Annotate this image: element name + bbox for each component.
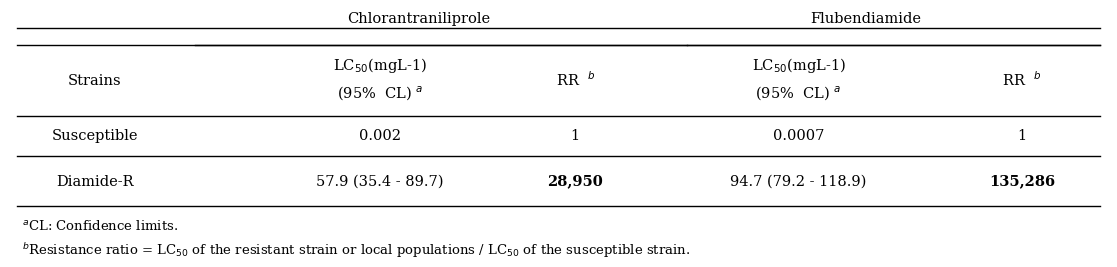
Text: LC$_{50}$(mgL-1): LC$_{50}$(mgL-1) [752, 56, 846, 75]
Text: $^{a}$CL: Confidence limits.: $^{a}$CL: Confidence limits. [22, 219, 179, 233]
Text: Diamide-R: Diamide-R [56, 175, 134, 189]
Text: RR  $^b$: RR $^b$ [1002, 71, 1042, 89]
Text: (95%  CL) $^a$: (95% CL) $^a$ [336, 84, 423, 103]
Text: 0.002: 0.002 [359, 129, 401, 143]
Text: 0.0007: 0.0007 [773, 129, 824, 143]
Text: LC$_{50}$(mgL-1): LC$_{50}$(mgL-1) [333, 56, 427, 75]
Text: 28,950: 28,950 [547, 175, 603, 189]
Text: 1: 1 [571, 129, 580, 143]
Text: Strains: Strains [68, 74, 122, 88]
Text: 57.9 (35.4 - 89.7): 57.9 (35.4 - 89.7) [316, 175, 443, 189]
Text: 135,286: 135,286 [989, 175, 1056, 189]
Text: 1: 1 [1018, 129, 1027, 143]
Text: (95%  CL) $^a$: (95% CL) $^a$ [755, 84, 842, 103]
Text: $^{b}$Resistance ratio = LC$_{50}$ of the resistant strain or local populations : $^{b}$Resistance ratio = LC$_{50}$ of th… [22, 242, 690, 260]
Text: RR  $^b$: RR $^b$ [555, 71, 595, 89]
Text: Susceptible: Susceptible [51, 129, 139, 143]
Text: Flubendiamide: Flubendiamide [810, 12, 922, 26]
Text: Chlorantraniliprole: Chlorantraniliprole [347, 12, 490, 26]
Text: 94.7 (79.2 - 118.9): 94.7 (79.2 - 118.9) [731, 175, 867, 189]
